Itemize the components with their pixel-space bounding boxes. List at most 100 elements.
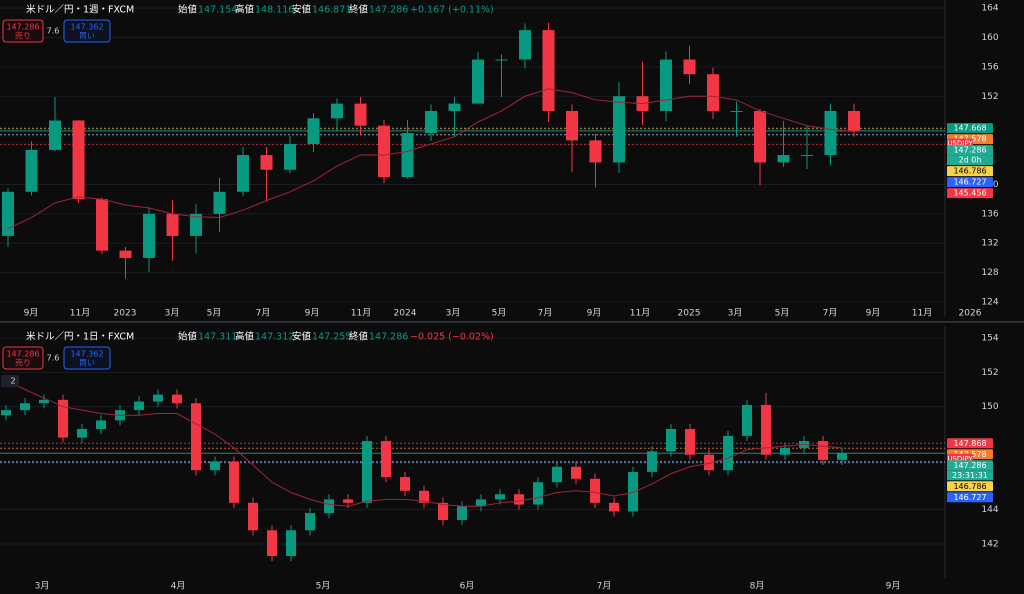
price-badge-label: 147.286 (953, 146, 986, 155)
candle-body (401, 133, 414, 178)
x-tick-label: 3月 (728, 308, 743, 319)
spread: 7.6 (47, 354, 60, 363)
sell-button[interactable] (2, 19, 44, 43)
x-tick-label: 5月 (492, 308, 507, 319)
candle-body (39, 399, 49, 404)
x-tick-label: 7月 (256, 308, 271, 319)
price-badge (947, 438, 993, 449)
x-tick-label: 3月 (35, 581, 50, 592)
ohlc-label: 高値 (235, 331, 255, 343)
x-tick-label: 3月 (165, 308, 180, 319)
x-tick-label: 11月 (630, 308, 650, 319)
symbol-label: USDJPY (947, 140, 973, 148)
price-badge-label: 146.727 (953, 493, 986, 502)
candle-body (324, 499, 334, 514)
candle-body (609, 502, 619, 512)
candle-body (419, 490, 429, 503)
candle-body (590, 478, 600, 503)
x-tick-label: 3月 (446, 308, 461, 319)
x-tick-label: 9月 (866, 308, 881, 319)
candle-body (519, 30, 531, 60)
y-tick-label: 142 (981, 540, 998, 550)
x-tick-label: 5月 (207, 308, 222, 319)
price-badge (947, 492, 993, 503)
x-tick-label: 11月 (70, 308, 90, 319)
candle-body (77, 428, 87, 438)
buy-price: 147.362 (70, 23, 103, 32)
candle-body (172, 394, 182, 404)
moving-average (5, 380, 843, 507)
symbol-title: 米ドル／円・1週・FXCM (26, 4, 134, 16)
candle-body (260, 155, 273, 170)
ohlc-value: 147.311 (198, 332, 237, 343)
candle-body (704, 454, 714, 471)
candle-body (400, 477, 410, 491)
candle-body (343, 499, 353, 503)
x-tick-label: 7月 (538, 308, 553, 319)
candle-body (660, 59, 672, 111)
y-tick-label: 132 (981, 239, 998, 249)
countdown-badge (947, 155, 993, 166)
indicator-toggle[interactable] (1, 375, 19, 387)
ohlc-value: 147.255 (312, 332, 351, 343)
y-tick-label: 128 (981, 268, 998, 278)
candle-body (213, 191, 226, 214)
x-tick-label: 9月 (886, 581, 901, 592)
y-tick-label: 124 (981, 298, 998, 308)
candle-body (647, 451, 657, 472)
candle-body (425, 110, 437, 134)
ohlc-label: 始値 (178, 4, 198, 16)
countdown-badge (947, 470, 993, 481)
price-badge-label: 147.286 (953, 461, 986, 470)
sell-button[interactable] (2, 346, 44, 370)
x-tick-label: 9月 (24, 308, 39, 319)
x-tick-label: 9月 (587, 308, 602, 319)
y-tick-label: 152 (981, 92, 998, 102)
indicator-count: 2 (10, 377, 15, 386)
candle-body (210, 461, 220, 471)
candle-body (119, 250, 132, 258)
candle-body (685, 428, 695, 455)
ohlc-label: 終値 (349, 4, 369, 16)
buy-button[interactable] (63, 346, 111, 370)
candle-body (566, 110, 578, 141)
ohlc-label: 安値 (292, 331, 312, 343)
y-tick-label: 164 (981, 4, 998, 14)
y-tick-label: 136 (981, 209, 998, 219)
x-tick-label: 9月 (305, 308, 320, 319)
candle-body (613, 96, 625, 163)
candle-body (457, 506, 467, 520)
candle-body (777, 155, 790, 163)
price-badge (947, 460, 993, 471)
x-tick-label: 5月 (316, 581, 331, 592)
candle-body (49, 120, 61, 150)
candle-body (331, 103, 343, 119)
price-badge (947, 123, 993, 134)
change: −0.025 (−0.02%) (410, 332, 494, 343)
y-tick-label: 152 (981, 368, 998, 378)
buy-button[interactable] (63, 19, 111, 43)
candle-body (286, 530, 296, 557)
y-tick-label: 156 (981, 62, 998, 72)
candle-body (229, 461, 239, 503)
candle-body (248, 502, 258, 531)
candle-body (284, 144, 296, 170)
candle-body (533, 482, 543, 505)
candle-body (190, 213, 202, 236)
candle-body (72, 120, 85, 200)
candle-body (707, 74, 719, 111)
candle-body (495, 494, 505, 500)
ohlc-value: 147.286 (369, 5, 408, 16)
candle-body (542, 30, 555, 111)
price-badge-label: 145.456 (953, 189, 986, 198)
candle-body (2, 191, 14, 236)
candle-body (153, 394, 163, 402)
buy-label: 買い (79, 359, 95, 368)
candle-body (495, 59, 508, 61)
y-tick-label: 154 (981, 334, 998, 344)
candle-body (571, 466, 581, 479)
price-badge-label: 146.786 (953, 167, 986, 176)
x-tick-label: 7月 (823, 308, 838, 319)
candle-body (514, 494, 524, 505)
candle-body (25, 149, 38, 192)
